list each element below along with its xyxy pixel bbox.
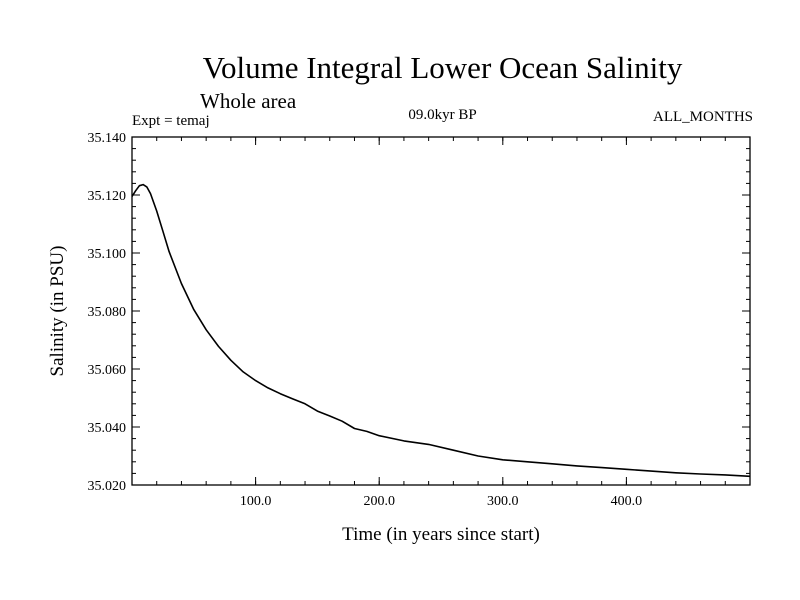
- period-label: 09.0kyr BP: [408, 107, 477, 123]
- y-tick-label: 35.140: [88, 131, 127, 146]
- plot-frame: [131, 136, 751, 486]
- y-tick-label: 35.060: [88, 363, 127, 378]
- y-tick-label: 35.120: [88, 189, 127, 204]
- axis-ticks: [132, 136, 750, 486]
- y-tick-label: 35.040: [88, 421, 127, 436]
- x-tick-label: 200.0: [363, 494, 395, 509]
- y-tick-label: 35.080: [88, 305, 127, 320]
- series-line-salinity: [131, 183, 751, 478]
- months-label: ALL_MONTHS: [653, 109, 753, 125]
- y-tick-label: 35.100: [88, 247, 127, 262]
- x-tick-label: 400.0: [611, 494, 643, 509]
- experiment-label: Expt = temaj: [132, 113, 210, 129]
- y-axis-title: Salinity (in PSU): [47, 246, 68, 377]
- y-tick-label: 35.020: [88, 479, 127, 494]
- series-group: [131, 183, 751, 478]
- chart-subtitle: Whole area: [200, 89, 297, 113]
- x-axis-title: Time (in years since start): [342, 524, 540, 545]
- chart-title: Volume Integral Lower Ocean Salinity: [202, 50, 683, 85]
- axis-tick-labels: 35.020 35.040 35.060 35.080 35.100 35.120 35.1…: [88, 131, 643, 509]
- x-tick-label: 100.0: [240, 494, 272, 509]
- x-tick-label: 300.0: [487, 494, 519, 509]
